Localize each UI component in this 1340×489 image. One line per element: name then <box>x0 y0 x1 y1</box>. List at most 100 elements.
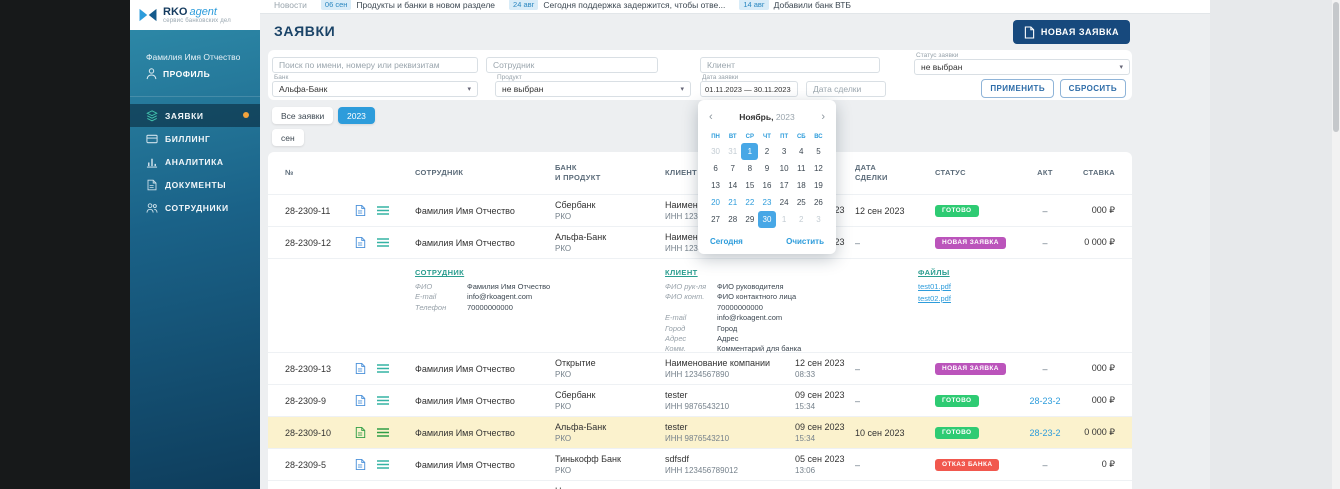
calendar-day[interactable]: 24 <box>776 194 793 211</box>
calendar-day[interactable]: 4 <box>793 143 810 160</box>
menu-icon[interactable] <box>377 364 389 373</box>
calendar-day[interactable]: 1 <box>776 211 793 228</box>
chip-month-sep[interactable]: сен <box>272 129 304 146</box>
file-link[interactable]: test01.pdf <box>918 282 951 291</box>
document-icon[interactable] <box>355 426 366 439</box>
table-row[interactable]: 28-2309-9 Фамилия Имя Отчество СбербанкР… <box>268 384 1132 416</box>
document-icon[interactable] <box>355 458 366 471</box>
menu-icon[interactable] <box>377 206 389 215</box>
detail-employee-title: СОТРУДНИК <box>415 268 550 277</box>
search-input[interactable] <box>272 57 478 73</box>
calendar-day[interactable]: 3 <box>810 211 827 228</box>
sidebar-item-requests[interactable]: ЗАЯВКИ <box>130 104 260 127</box>
calendar-next-button[interactable]: › <box>819 112 827 123</box>
status-filter-select[interactable]: не выбран ▾ <box>914 59 1130 75</box>
menu-icon[interactable] <box>377 428 389 437</box>
news-item[interactable]: 24 авг Сегодня поддержка задержится, что… <box>509 0 725 10</box>
calendar-day[interactable]: 1 <box>741 143 758 160</box>
calendar-day[interactable]: 13 <box>707 177 724 194</box>
calendar-clear-button[interactable]: Очистить <box>786 237 824 246</box>
calendar-day[interactable]: 6 <box>707 160 724 177</box>
col-status: СТАТУС <box>935 168 1015 178</box>
calendar-day[interactable]: 29 <box>741 211 758 228</box>
document-icon[interactable] <box>355 236 366 249</box>
calendar-day[interactable]: 14 <box>724 177 741 194</box>
layers-icon <box>146 110 158 122</box>
sidebar-item-billing[interactable]: БИЛЛИНГ <box>130 127 260 150</box>
col-number: № <box>285 168 355 178</box>
calendar-day[interactable]: 9 <box>758 160 775 177</box>
calendar-day[interactable]: 23 <box>758 194 775 211</box>
calendar-day[interactable]: 5 <box>810 143 827 160</box>
calendar-day[interactable]: 12 <box>810 160 827 177</box>
client-filter-input[interactable] <box>700 57 880 73</box>
calendar-day[interactable]: 21 <box>724 194 741 211</box>
new-request-button[interactable]: НОВАЯ ЗАЯВКА <box>1013 20 1130 44</box>
product-filter-label: Продукт <box>497 74 522 81</box>
act-link[interactable]: 28-23-2 <box>1029 396 1060 406</box>
file-link[interactable]: test02.pdf <box>918 294 951 303</box>
act-link[interactable]: 28-23-2 <box>1029 428 1060 438</box>
reset-button[interactable]: СБРОСИТЬ <box>1060 79 1126 98</box>
sidebar-item-profile[interactable]: ПРОФИЛЬ <box>146 68 210 80</box>
detail-field-label: Адрес <box>665 334 717 343</box>
news-item[interactable]: 06 сен Продукты и банки в новом разделе <box>321 0 495 10</box>
chip-year-2023[interactable]: 2023 <box>338 107 375 124</box>
scrollbar-thumb[interactable] <box>1333 2 1339 132</box>
calendar-day[interactable]: 30 <box>707 143 724 160</box>
employee-filter-input[interactable] <box>486 57 658 73</box>
table-row[interactable]: 28-2309-5 Фамилия Имя Отчество Тинькофф … <box>268 448 1132 480</box>
calendar-day[interactable]: 30 <box>758 211 775 228</box>
calendar-day[interactable]: 20 <box>707 194 724 211</box>
menu-icon[interactable] <box>377 396 389 405</box>
sidebar-item-employees[interactable]: СОТРУДНИКИ <box>130 196 260 219</box>
calendar-day[interactable]: 11 <box>793 160 810 177</box>
sidebar-item-documents[interactable]: ДОКУМЕНТЫ <box>130 173 260 196</box>
logo[interactable]: RKOagent сервис банковских дел <box>130 0 260 30</box>
calendar-day[interactable]: 15 <box>741 177 758 194</box>
menu-icon[interactable] <box>377 238 389 247</box>
calendar-day[interactable]: 10 <box>776 160 793 177</box>
user-name: Фамилия Имя Отчество <box>146 52 240 62</box>
detail-client-title: КЛИЕНТ <box>665 268 801 277</box>
calendar-day[interactable]: 28 <box>724 211 741 228</box>
rate-cell: 000 ₽ <box>1075 363 1115 374</box>
apply-button[interactable]: ПРИМЕНИТЬ <box>981 79 1054 98</box>
calendar-prev-button[interactable]: ‹ <box>707 112 715 123</box>
table-row[interactable]: Фамилия Имя Отчество Центр-инвестРКО sdf… <box>268 480 1132 489</box>
calendar-day[interactable]: 7 <box>724 160 741 177</box>
product-filter-select[interactable]: не выбран ▾ <box>495 81 691 97</box>
calendar-day[interactable]: 22 <box>741 194 758 211</box>
calendar-day[interactable]: 2 <box>793 211 810 228</box>
news-item[interactable]: 14 авг Добавили банк ВТБ <box>739 0 851 10</box>
bank-filter-select[interactable]: Альфа-Банк ▾ <box>272 81 478 97</box>
rate-cell: 0 000 ₽ <box>1075 237 1115 248</box>
document-icon[interactable] <box>355 394 366 407</box>
deal-date-input[interactable] <box>806 81 886 97</box>
col-deal-date: ДАТА СДЕЛКИ <box>855 163 935 183</box>
table-row-selected[interactable]: 28-2309-10 Фамилия Имя Отчество Альфа-Ба… <box>268 416 1132 448</box>
scrollbar[interactable] <box>1332 0 1340 489</box>
calendar-day[interactable]: 31 <box>724 143 741 160</box>
calendar-day[interactable]: 8 <box>741 160 758 177</box>
detail-field-label: Город <box>665 324 717 333</box>
calendar-day[interactable]: 25 <box>793 194 810 211</box>
chip-all-requests[interactable]: Все заявки <box>272 107 333 124</box>
calendar-day[interactable]: 2 <box>758 143 775 160</box>
calendar-day[interactable]: 27 <box>707 211 724 228</box>
document-icon[interactable] <box>355 204 366 217</box>
calendar-today-button[interactable]: Сегодня <box>710 237 743 246</box>
menu-icon[interactable] <box>377 460 389 469</box>
person-icon <box>146 68 157 80</box>
request-date-input[interactable] <box>700 81 798 97</box>
table-row[interactable]: 28-2309-13 Фамилия Имя Отчество Открытие… <box>268 352 1132 384</box>
calendar-day[interactable]: 26 <box>810 194 827 211</box>
calendar-day[interactable]: 18 <box>793 177 810 194</box>
document-icon[interactable] <box>355 362 366 375</box>
calendar-day[interactable]: 19 <box>810 177 827 194</box>
calendar-day[interactable]: 16 <box>758 177 775 194</box>
chevron-down-icon: ▾ <box>680 85 684 93</box>
sidebar-item-analytics[interactable]: АНАЛИТИКА <box>130 150 260 173</box>
calendar-day[interactable]: 17 <box>776 177 793 194</box>
calendar-day[interactable]: 3 <box>776 143 793 160</box>
